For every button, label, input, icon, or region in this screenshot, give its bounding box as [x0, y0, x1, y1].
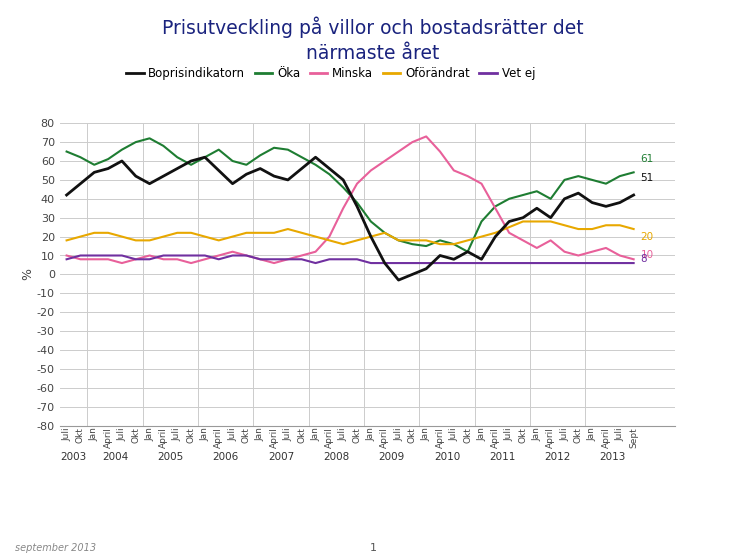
Text: 2009: 2009 — [378, 452, 405, 462]
Y-axis label: %: % — [21, 268, 34, 281]
Text: 2010: 2010 — [434, 452, 460, 462]
Text: 2013: 2013 — [600, 452, 626, 462]
Text: 2011: 2011 — [489, 452, 515, 462]
Text: 51: 51 — [641, 173, 653, 183]
Text: 20: 20 — [641, 232, 653, 241]
Text: 8: 8 — [641, 254, 648, 264]
Text: 2005: 2005 — [157, 452, 184, 462]
Text: 2006: 2006 — [213, 452, 239, 462]
Text: Prisutveckling på villor och bostadsrätter det
närmaste året: Prisutveckling på villor och bostadsrätt… — [162, 17, 584, 63]
Text: 2008: 2008 — [323, 452, 349, 462]
Text: september 2013: september 2013 — [15, 543, 96, 553]
Legend: Boprisindikatorn, Öka, Minska, Oförändrat, Vet ej: Boprisindikatorn, Öka, Minska, Oförändra… — [121, 63, 540, 85]
Text: 10: 10 — [641, 250, 653, 260]
Text: 2003: 2003 — [60, 452, 87, 462]
Text: 1: 1 — [369, 543, 377, 553]
Text: 2012: 2012 — [545, 452, 571, 462]
Text: 61: 61 — [641, 154, 653, 164]
Text: 2007: 2007 — [268, 452, 294, 462]
Text: 2004: 2004 — [102, 452, 128, 462]
